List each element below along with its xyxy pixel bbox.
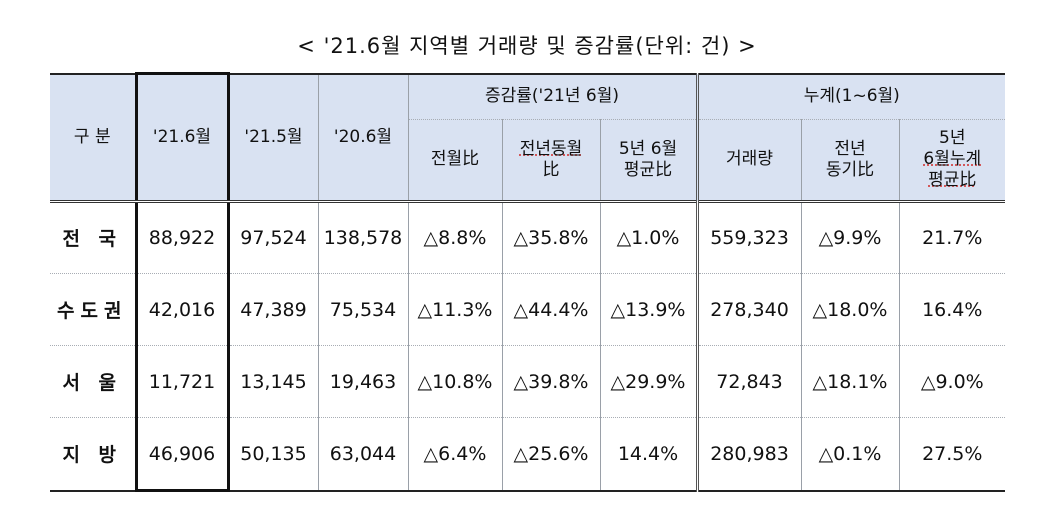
cell-mom: △8.8% <box>407 199 503 275</box>
cell-yoy: △39.8% <box>501 345 601 419</box>
regional-transactions-table: 구 분 '21.6월 '21.5월 '20.6월 증감률('21년 6월) 누계… <box>50 72 1006 492</box>
table-row: 수도권 42,016 47,389 75,534 △11.3% △44.4% △… <box>50 273 1006 347</box>
table-row: 전 국 88,922 97,524 138,578 △8.8% △35.8% △… <box>50 199 1006 275</box>
cell-2021-06: 88,922 <box>134 199 230 275</box>
header-cum-5yr-avg: 5년 6월누계 평균比 <box>898 118 1006 202</box>
cell-2020-06: 138,578 <box>317 199 409 275</box>
header-cum-volume: 거래량 <box>696 118 802 202</box>
table-row: 지 방 46,906 50,135 63,044 △6.4% △25.6% 14… <box>50 417 1006 492</box>
cell-2021-05: 50,135 <box>227 417 319 492</box>
header-5yr-avg: 5년 6월 평균比 <box>599 118 699 202</box>
cell-cum-5yr-avg: 27.5% <box>898 417 1006 492</box>
cell-cum-volume: 280,983 <box>696 417 802 492</box>
cell-2020-06: 75,534 <box>317 273 409 347</box>
cell-2021-06: 11,721 <box>134 345 230 419</box>
cell-cum-volume: 559,323 <box>696 199 802 275</box>
cell-5yr-avg: 14.4% <box>599 417 699 492</box>
cell-5yr-avg: △1.0% <box>599 199 699 275</box>
cell-cum-volume: 278,340 <box>696 273 802 347</box>
cell-mom: △11.3% <box>407 273 503 347</box>
cell-cum-5yr-avg: △9.0% <box>898 345 1006 419</box>
header-mom: 전월比 <box>408 118 503 202</box>
header-2020-06: '20.6월 <box>317 72 409 202</box>
region-label: 지 방 <box>50 417 137 492</box>
cell-yoy: △44.4% <box>501 273 601 347</box>
header-2021-06: '21.6월 <box>134 72 230 202</box>
cell-2021-05: 47,389 <box>227 273 319 347</box>
cell-cum-yoy: △18.0% <box>800 273 900 347</box>
cell-mom: △10.8% <box>407 345 503 419</box>
header-2021-05: '21.5월 <box>227 72 319 202</box>
header-yoy: 전년동월 比 <box>501 118 601 202</box>
cell-cum-yoy: △9.9% <box>800 199 900 275</box>
table-title: < '21.6월 지역별 거래량 및 증감률(단위: 건) > <box>297 34 757 58</box>
cell-cum-5yr-avg: 21.7% <box>898 199 1006 275</box>
header-change-group: 증감률('21년 6월) <box>407 72 699 120</box>
region-label: 서 울 <box>50 345 137 419</box>
cell-cum-yoy: △18.1% <box>800 345 900 419</box>
cell-yoy: △25.6% <box>501 417 601 492</box>
cell-2021-05: 97,524 <box>227 199 319 275</box>
header-cumulative-group: 누계(1~6월) <box>696 72 1006 120</box>
cell-5yr-avg: △13.9% <box>599 273 699 347</box>
cell-2020-06: 19,463 <box>317 345 409 419</box>
cell-yoy: △35.8% <box>501 199 601 275</box>
cell-cum-volume: 72,843 <box>696 345 802 419</box>
cell-5yr-avg: △29.9% <box>599 345 699 419</box>
table-row: 서 울 11,721 13,145 19,463 △10.8% △39.8% △… <box>50 345 1006 419</box>
cell-2021-05: 13,145 <box>227 345 319 419</box>
region-label: 전 국 <box>50 199 137 275</box>
cell-2020-06: 63,044 <box>317 417 409 492</box>
cell-cum-5yr-avg: 16.4% <box>898 273 1006 347</box>
header-category: 구 분 <box>50 72 137 202</box>
cell-2021-06: 42,016 <box>134 273 230 347</box>
cell-cum-yoy: △0.1% <box>800 417 900 492</box>
header-cum-yoy: 전년 동기比 <box>800 118 900 202</box>
region-label: 수도권 <box>50 273 137 347</box>
cell-2021-06: 46,906 <box>134 417 230 492</box>
cell-mom: △6.4% <box>407 417 503 492</box>
